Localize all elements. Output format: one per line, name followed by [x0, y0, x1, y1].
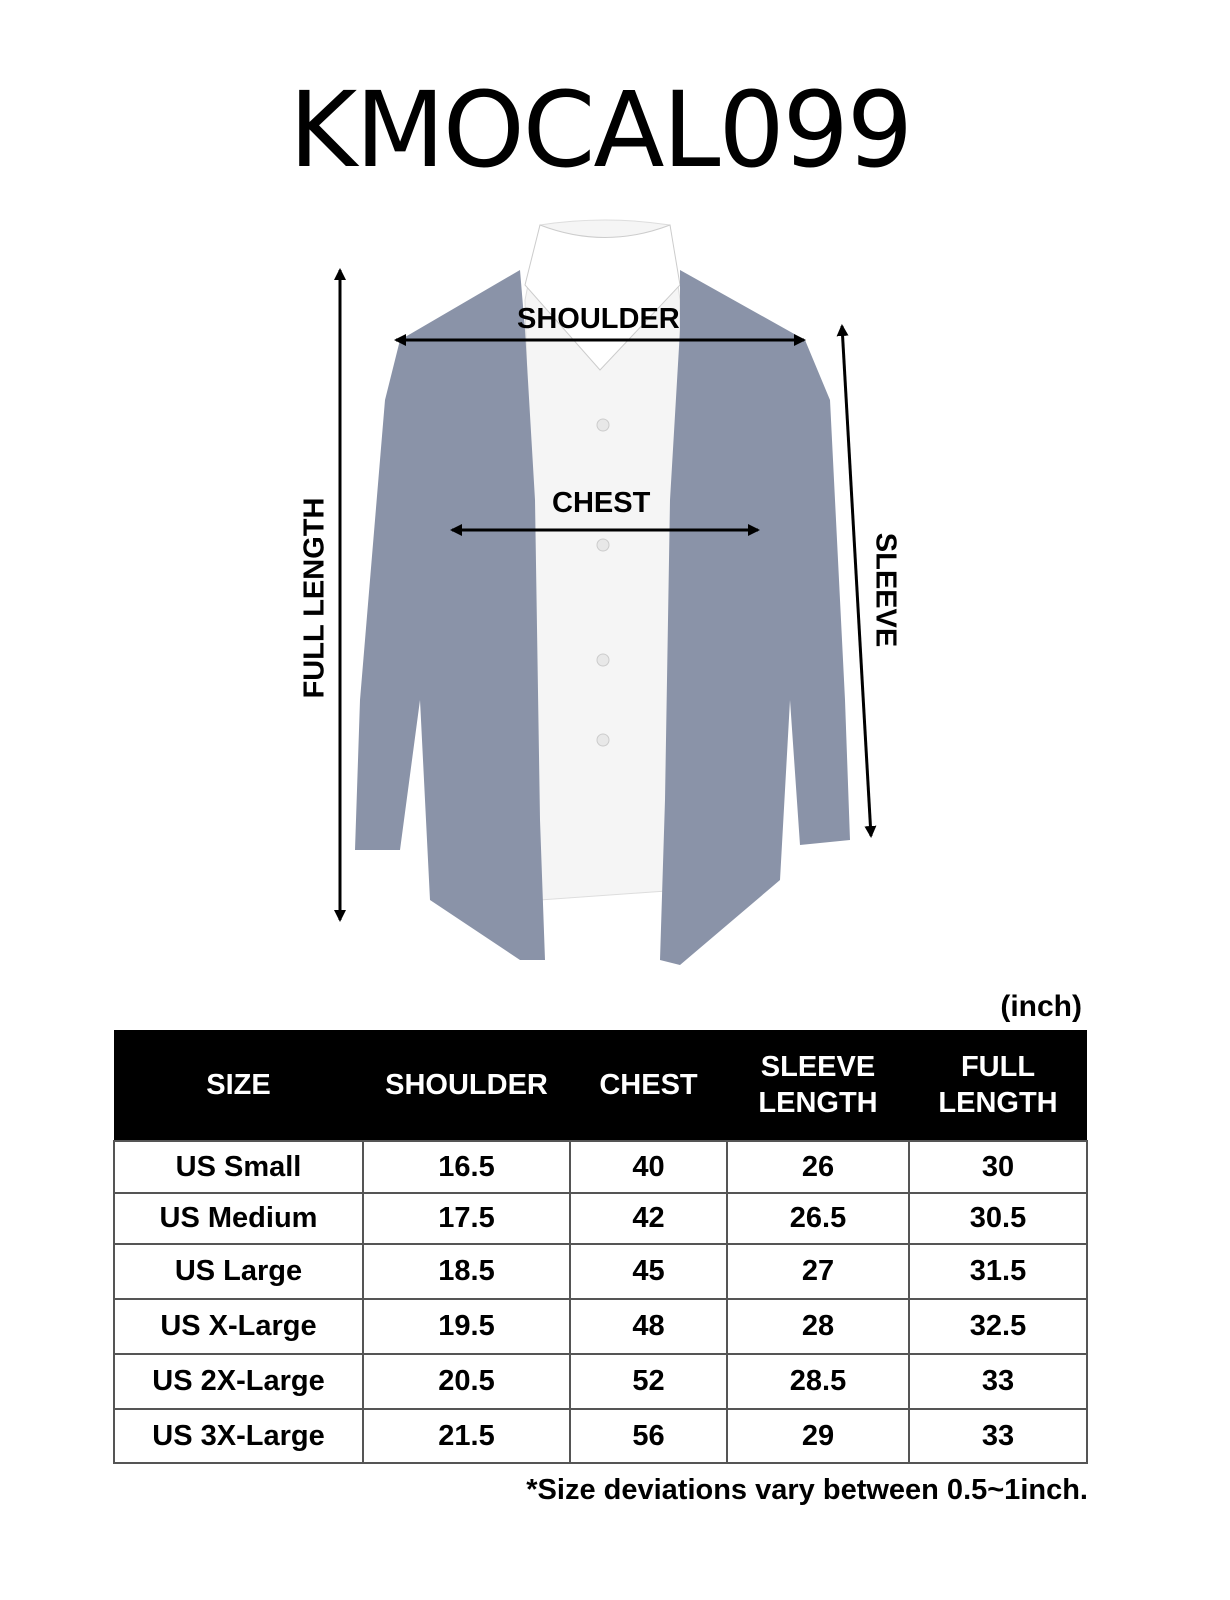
header-text: SLEEVE: [760, 1051, 876, 1083]
header-shoulder: SHOULDER: [363, 1030, 570, 1141]
cardigan-right-panel: [660, 270, 850, 965]
table-cell: 17.5: [362, 1192, 571, 1245]
table-cell: US Medium: [113, 1192, 364, 1245]
header-text: CHEST: [599, 1069, 698, 1101]
table-cell: 45: [569, 1243, 728, 1300]
table-cell: 42: [569, 1192, 728, 1245]
size-deviation-note: *Size deviations vary between 0.5~1inch.: [526, 1474, 1088, 1506]
table-cell: 21.5: [362, 1408, 571, 1464]
table-cell: 28.5: [726, 1353, 910, 1410]
table-cell: 31.5: [908, 1243, 1088, 1300]
table-cell: 27: [726, 1243, 910, 1300]
table-cell: 20.5: [362, 1353, 571, 1410]
header-sleeve-length: SLEEVE LENGTH: [727, 1030, 909, 1141]
table-row: US Large 18.5 45 27 31.5: [113, 1243, 1088, 1300]
table-cell: 52: [569, 1353, 728, 1410]
table-cell: 26: [726, 1140, 910, 1194]
garment-measurement-diagram: [334, 219, 877, 965]
table-cell: 30.5: [908, 1192, 1088, 1245]
size-table: SIZE SHOULDER CHEST SLEEVE LENGTH FULL LEN…: [113, 1030, 1088, 1464]
header-text: SIZE: [206, 1069, 271, 1101]
header-text: SHOULDER: [385, 1069, 548, 1101]
sleeve-label: SLEEVE: [869, 532, 902, 648]
header-text: FULL: [960, 1051, 1036, 1083]
table-cell: 33: [908, 1408, 1088, 1464]
product-code-title: KMOCAL099: [289, 69, 913, 191]
table-cell: 48: [569, 1298, 728, 1355]
table-cell: US Large: [113, 1243, 364, 1300]
table-cell: 30: [908, 1140, 1088, 1194]
sleeve-arrow: [836, 324, 877, 838]
table-cell: 28: [726, 1298, 910, 1355]
full-length-label: FULL LENGTH: [298, 497, 331, 699]
table-row: US Small 16.5 40 26 30: [113, 1140, 1088, 1194]
table-cell: 33: [908, 1353, 1088, 1410]
table-header-row: SIZE SHOULDER CHEST SLEEVE LENGTH FULL LEN…: [114, 1030, 1087, 1141]
table-row: US Medium 17.5 42 26.5 30.5: [113, 1192, 1088, 1245]
header-full-length: FULL LENGTH: [909, 1030, 1087, 1141]
table-row: US 2X-Large 20.5 52 28.5 33: [113, 1353, 1088, 1410]
table-cell: 40: [569, 1140, 728, 1194]
shoulder-label: SHOULDER: [517, 303, 680, 335]
table-cell: 18.5: [362, 1243, 571, 1300]
table-cell: US 3X-Large: [113, 1408, 364, 1464]
table-cell: 19.5: [362, 1298, 571, 1355]
table-cell: US Small: [113, 1140, 364, 1194]
table-cell: 32.5: [908, 1298, 1088, 1355]
header-text: LENGTH: [758, 1087, 878, 1119]
table-row: US X-Large 19.5 48 28 32.5: [113, 1298, 1088, 1355]
header-size: SIZE: [114, 1030, 363, 1141]
table-cell: 56: [569, 1408, 728, 1464]
header-text: LENGTH: [938, 1087, 1058, 1119]
cardigan-left-panel: [355, 270, 545, 960]
table-row: US 3X-Large 21.5 56 29 33: [113, 1408, 1088, 1464]
unit-label: (inch): [1000, 990, 1082, 1023]
shirt-buttons: [596, 418, 610, 747]
chest-label: CHEST: [552, 487, 651, 519]
table-cell: US 2X-Large: [113, 1353, 364, 1410]
table-cell: 26.5: [726, 1192, 910, 1245]
header-chest: CHEST: [570, 1030, 727, 1141]
table-cell: US X-Large: [113, 1298, 364, 1355]
table-cell: 16.5: [362, 1140, 571, 1194]
table-cell: 29: [726, 1408, 910, 1464]
